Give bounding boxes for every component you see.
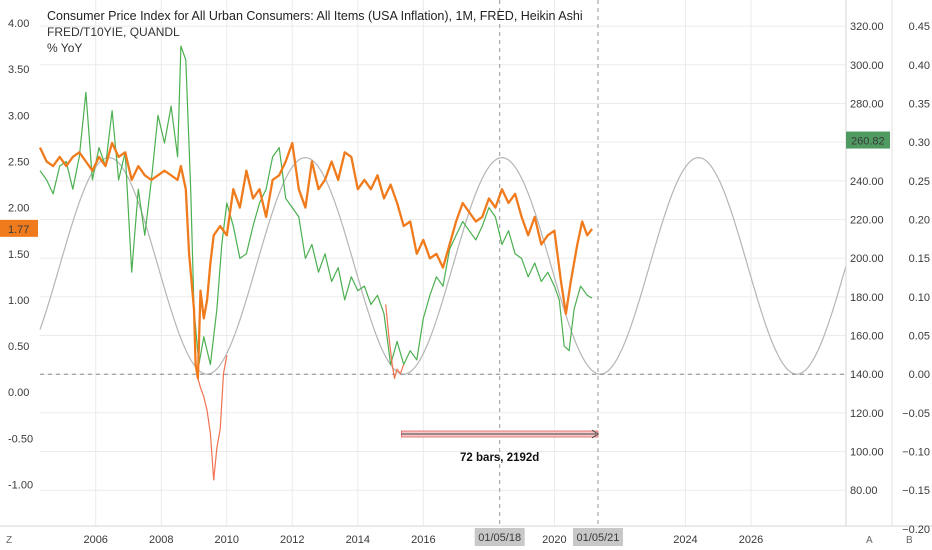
chart-title: Consumer Price Index for All Urban Consu… [47, 9, 583, 23]
left-axis-tick-label: 3.00 [8, 110, 29, 122]
left-axis-tick-label: 2.00 [8, 203, 29, 215]
right-axis-price-tick-label: 100.00 [850, 447, 884, 459]
right-axis-price-tick-label: 240.00 [850, 176, 884, 188]
right-axis-price-tick-label: 200.00 [850, 253, 884, 265]
right-axis-ratio-tick-label: 0.15 [909, 253, 930, 265]
time-axis-tick-label: 2010 [215, 534, 239, 546]
chart-legend: Consumer Price Index for All Urban Consu… [47, 9, 583, 55]
right-axis-ratio-tick-label: −0.20 [902, 524, 930, 536]
right-axis-ratio-tick-label: −0.15 [902, 485, 930, 497]
right-axis-price-tick-label: 320.00 [850, 21, 884, 33]
left-axis-tick-label: -1.00 [8, 479, 33, 491]
right-axis-price-tick-label: 140.00 [850, 369, 884, 381]
time-axis-tick-label: 2016 [411, 534, 435, 546]
time-axis-highlight [572, 528, 623, 546]
time-axis-tick-label: 2006 [83, 534, 107, 546]
right-axis-price-tick-label: 220.00 [850, 214, 884, 226]
right-axis-price-tick-label: 160.00 [850, 331, 884, 343]
right-axis-value-badge-label: 260.82 [851, 136, 885, 148]
left-axis-value-badge [0, 219, 38, 237]
time-axis-highlight-label: 01/05/21 [577, 532, 620, 544]
time-axis[interactable]: 2006 2008 2010 2012 2014 2016 2020 2024 2026 01/0… [83, 528, 763, 546]
vertical-markers [499, 0, 599, 526]
right-axis-panel [846, 0, 932, 526]
time-axis-tick-label: 2026 [739, 534, 763, 546]
series-cpi-yoy-line [38, 141, 594, 380]
right-axis-ratio-tick-label: 0.25 [909, 176, 930, 188]
left-axis-tick-label: 3.50 [8, 64, 29, 76]
left-axis[interactable]: -1.00 -0.50 0.00 0.50 1.00 1.50 2.00 2.50 3.00 3.… [8, 18, 33, 491]
right-axis-ratio-tick-label: 0.30 [909, 137, 930, 149]
time-axis-tick-label: 2008 [149, 534, 173, 546]
left-axis-tick-label: 2.50 [8, 156, 29, 168]
zoom-icon[interactable]: Z [6, 535, 12, 546]
measure-arrow-head [591, 429, 599, 439]
right-axis-price-tick-label: 180.00 [850, 292, 884, 304]
series-t10yie-line [39, 45, 593, 366]
right-axis-ratio-tick-label: −0.10 [902, 447, 930, 459]
time-axis-highlight [474, 528, 525, 546]
left-axis-value-badge-label: 1.77 [8, 224, 29, 236]
left-axis-tick-label: 0.00 [8, 387, 29, 399]
left-axis-tick-label: 1.00 [8, 295, 29, 307]
measure-label: 72 bars, 2192d [460, 452, 539, 464]
value-badges: 1.77 260.82 [0, 131, 890, 237]
right-axis-value-badge [846, 131, 890, 149]
right-axis-ratio-tick-label: 0.45 [909, 21, 930, 33]
time-axis-tick-label: 2012 [280, 534, 304, 546]
series-cycle-wave [39, 156, 847, 375]
right-axis-price-tick-label: 280.00 [850, 98, 884, 110]
left-axis-tick-label: 0.50 [8, 341, 29, 353]
right-axis-price-tick-label: 300.00 [850, 60, 884, 72]
right-axis-ratio-tick-label: 0.05 [909, 331, 930, 343]
right-axis-price-tick-label: 80.00 [850, 485, 878, 497]
right-axis-ratio-tick-label: 0.20 [909, 214, 930, 226]
right-axis-ratio[interactable]: −0.25−0.20−0.15−0.10−0.050.000.050.100.1… [902, 0, 930, 550]
time-axis-highlight-label: 01/05/18 [478, 532, 521, 544]
series-cpi-dip-line [385, 304, 405, 379]
right-axis-ratio-tick-label: 0.40 [909, 60, 930, 72]
right-axis-price-tick-label: 120.00 [850, 408, 884, 420]
right-axis-ratio-tick-label: 0.35 [909, 98, 930, 110]
series-group [38, 45, 594, 481]
left-axis-tick-label: -0.50 [8, 433, 33, 445]
left-axis-tick-label: 1.50 [8, 249, 29, 261]
right-axis-ratio-tick-label: −0.05 [902, 408, 930, 420]
time-axis-tick-label: 2020 [542, 534, 566, 546]
log-scale-button[interactable]: B [906, 535, 913, 546]
series-cpi-negative-line [197, 355, 228, 481]
grid [40, 0, 846, 526]
time-axis-tick-label: 2014 [346, 534, 370, 546]
right-axis-ratio-tick-label: 0.10 [909, 292, 930, 304]
legend-line-2: FRED/T10YIE, QUANDL [47, 25, 180, 39]
legend-line-3: % YoY [47, 41, 82, 55]
cycle-wave [39, 156, 847, 375]
left-axis-tick-label: 4.00 [8, 18, 29, 30]
right-axis-ratio-tick-label: 0.00 [909, 369, 930, 381]
auto-scale-button[interactable]: A [866, 535, 873, 546]
measure-tool[interactable]: 72 bars, 2192d [400, 429, 599, 464]
time-axis-tick-label: 2024 [673, 534, 697, 546]
